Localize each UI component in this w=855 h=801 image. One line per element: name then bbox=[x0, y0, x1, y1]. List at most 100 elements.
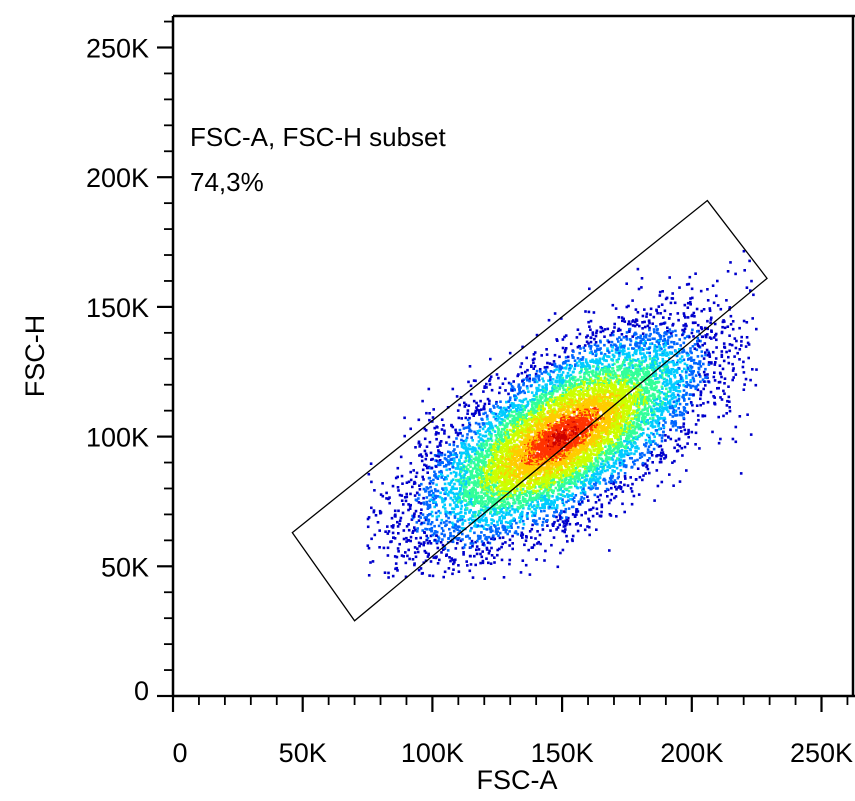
event-dot bbox=[552, 489, 555, 493]
event-dot bbox=[562, 503, 566, 507]
event-dot bbox=[566, 540, 569, 543]
event-dot bbox=[635, 349, 638, 352]
event-dot bbox=[569, 342, 573, 346]
event-dot bbox=[381, 482, 384, 485]
event-dot bbox=[663, 457, 666, 460]
event-dot bbox=[570, 494, 574, 498]
event-dot bbox=[641, 360, 644, 363]
event-dot bbox=[550, 482, 553, 486]
event-dot bbox=[544, 395, 547, 399]
event-dot bbox=[432, 532, 436, 535]
event-dot bbox=[525, 499, 529, 503]
event-dot bbox=[571, 471, 574, 475]
event-dot bbox=[569, 385, 573, 388]
event-dot bbox=[560, 382, 564, 386]
event-dot bbox=[628, 423, 632, 426]
event-dot bbox=[581, 365, 585, 368]
event-dot bbox=[642, 352, 645, 355]
event-dot bbox=[426, 514, 430, 517]
event-dot bbox=[631, 353, 635, 357]
event-dot bbox=[588, 469, 591, 473]
event-dot bbox=[661, 400, 664, 404]
event-dot bbox=[429, 498, 432, 502]
event-dot bbox=[522, 398, 526, 402]
event-dot bbox=[648, 351, 651, 355]
event-dot bbox=[585, 474, 588, 477]
event-dot bbox=[431, 457, 434, 461]
event-dot bbox=[491, 514, 494, 517]
event-dot bbox=[651, 425, 654, 428]
event-dot bbox=[482, 459, 486, 463]
event-dot bbox=[499, 410, 502, 414]
event-dot bbox=[435, 465, 438, 468]
event-dot bbox=[456, 433, 460, 437]
event-dot bbox=[564, 481, 567, 485]
event-dot bbox=[643, 325, 647, 329]
event-dot bbox=[631, 358, 635, 361]
event-dot bbox=[517, 385, 520, 388]
event-dot bbox=[670, 420, 674, 423]
event-dot bbox=[723, 382, 726, 385]
event-dot bbox=[569, 377, 572, 380]
event-dot bbox=[552, 514, 555, 518]
event-dot bbox=[696, 355, 700, 358]
event-dot bbox=[442, 424, 445, 427]
event-dot bbox=[526, 387, 529, 390]
event-dot bbox=[435, 540, 438, 543]
event-dot bbox=[586, 525, 589, 528]
event-dot bbox=[557, 483, 560, 487]
event-dot bbox=[614, 372, 617, 375]
event-dot bbox=[677, 366, 680, 370]
event-dot bbox=[549, 390, 552, 393]
event-dot bbox=[568, 379, 571, 382]
event-dot bbox=[651, 379, 654, 383]
event-dot bbox=[533, 398, 536, 402]
event-dot bbox=[428, 505, 432, 509]
event-dot bbox=[629, 487, 633, 490]
event-dot bbox=[662, 397, 666, 400]
event-dot bbox=[667, 353, 670, 356]
event-dot bbox=[545, 353, 549, 356]
event-dot bbox=[578, 371, 582, 375]
event-dot bbox=[537, 400, 541, 404]
event-dot bbox=[476, 524, 480, 527]
event-dot bbox=[487, 561, 490, 565]
event-dot bbox=[539, 397, 543, 400]
event-dot bbox=[612, 444, 615, 448]
event-dot bbox=[714, 361, 717, 364]
event-dot bbox=[437, 509, 441, 513]
event-dot bbox=[742, 388, 746, 391]
event-dot bbox=[498, 391, 501, 395]
event-dot bbox=[454, 428, 457, 432]
event-dot bbox=[653, 402, 656, 406]
event-dot bbox=[558, 376, 562, 379]
event-dot bbox=[476, 474, 480, 478]
event-dot bbox=[660, 436, 664, 440]
event-dot bbox=[636, 374, 639, 378]
event-dot bbox=[437, 432, 440, 435]
event-dot bbox=[679, 360, 682, 364]
event-dot bbox=[484, 481, 488, 484]
event-dot bbox=[426, 555, 430, 558]
event-dot bbox=[597, 379, 600, 383]
event-dot bbox=[481, 474, 485, 478]
event-dot bbox=[712, 395, 715, 398]
event-dot bbox=[430, 526, 434, 530]
event-dot bbox=[379, 493, 383, 496]
event-dot bbox=[483, 407, 486, 411]
event-dot bbox=[699, 380, 702, 384]
event-dot bbox=[481, 442, 485, 445]
event-dot bbox=[555, 365, 559, 368]
event-dot bbox=[630, 441, 633, 445]
event-dot bbox=[478, 468, 481, 471]
event-dot bbox=[479, 561, 482, 565]
event-dot bbox=[702, 402, 705, 405]
event-dot bbox=[709, 318, 713, 321]
event-dot bbox=[470, 412, 474, 416]
event-dot bbox=[656, 402, 659, 406]
event-dot bbox=[572, 475, 576, 478]
event-dot bbox=[649, 399, 653, 402]
event-dot bbox=[658, 367, 662, 371]
event-dot bbox=[546, 397, 550, 401]
event-dot bbox=[594, 476, 598, 479]
